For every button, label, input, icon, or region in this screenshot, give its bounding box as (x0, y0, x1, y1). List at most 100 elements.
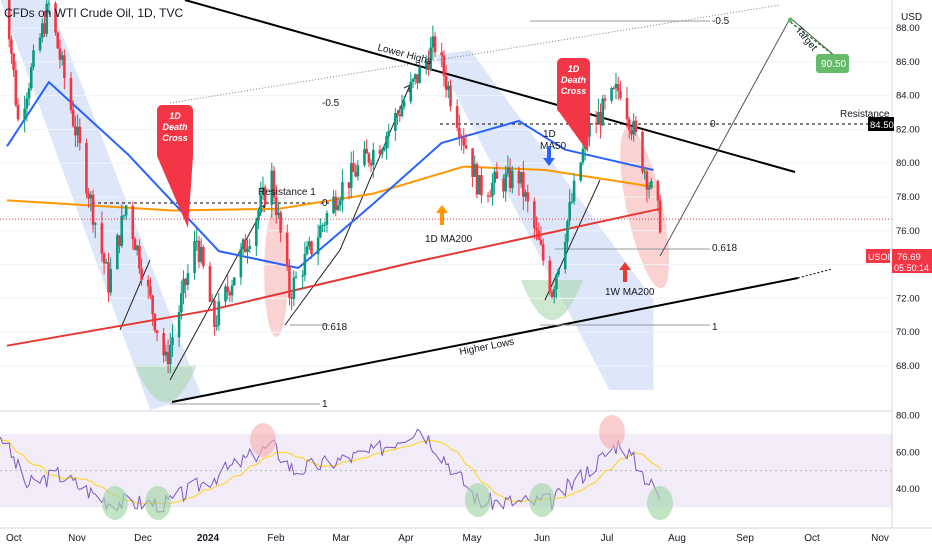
candle-body (539, 239, 543, 245)
candle-body (552, 289, 556, 297)
candle-body (102, 253, 106, 264)
candle (572, 173, 576, 205)
candle (217, 293, 221, 331)
candle-body (91, 194, 95, 225)
candle (100, 211, 104, 262)
candle (627, 116, 631, 139)
candle (140, 258, 143, 286)
candle (279, 210, 282, 243)
candle-body (658, 200, 662, 233)
candle-body (486, 195, 490, 197)
candle-body (10, 39, 13, 54)
candle-body (230, 285, 234, 296)
candle-body (213, 300, 216, 327)
candle-body (354, 172, 357, 177)
candle-body (396, 112, 399, 115)
candle-body (338, 200, 342, 206)
candle-body (54, 3, 57, 33)
candle-body (433, 36, 437, 53)
candle (102, 251, 106, 275)
candle-body (557, 269, 560, 275)
candle (232, 277, 236, 287)
candle (319, 218, 322, 239)
candle-body (292, 277, 296, 299)
candle-body (570, 201, 574, 203)
candle-body (118, 235, 121, 246)
candle-body (356, 165, 360, 177)
ma50-1d-label-2: MA50 (540, 141, 567, 152)
candle (69, 72, 73, 114)
candle (493, 167, 496, 195)
candle (552, 285, 556, 304)
candle (104, 258, 108, 264)
ma200-1d-label: 1D MA200 (425, 234, 473, 245)
ma50-1d-label-1: 1D (543, 129, 556, 140)
death-cross-2-pointer (557, 109, 590, 152)
candle (124, 204, 128, 221)
candle-body (429, 47, 432, 71)
candle-body (383, 148, 386, 151)
ma200-1d-arrow (436, 205, 448, 225)
candle-body (460, 137, 463, 139)
candle-body (504, 173, 507, 192)
rsi-zone (529, 483, 555, 517)
candle-body (385, 136, 388, 149)
candle (387, 123, 391, 149)
candle (135, 244, 139, 256)
impulse-leg (169, 204, 266, 381)
candle-body (224, 286, 227, 302)
candle (325, 210, 329, 233)
candle-body (394, 112, 397, 131)
time-tick: 2024 (197, 533, 220, 544)
candle-body (195, 240, 199, 242)
candle (151, 294, 154, 326)
candle-body (519, 172, 523, 184)
candle-body (257, 210, 260, 221)
candle (413, 73, 417, 85)
candle-body (248, 246, 252, 250)
candle-body (41, 23, 44, 38)
candle-body (632, 120, 635, 135)
candle (332, 190, 335, 215)
candle-body (491, 182, 494, 197)
candle-body (261, 187, 265, 195)
candle (118, 235, 121, 254)
rsi-tick: 40.00 (896, 484, 920, 495)
candle (290, 292, 293, 311)
candle (447, 80, 450, 99)
candle-body (133, 238, 137, 251)
candle-body (93, 223, 97, 225)
candle-body (149, 286, 152, 296)
candle (213, 298, 216, 336)
candle-body (25, 98, 29, 109)
candle-body (164, 351, 168, 356)
candle (383, 143, 386, 152)
candle-body (477, 175, 481, 195)
fib-neg-right-label: -0.5 (712, 16, 730, 27)
price-tick: 68.00 (896, 361, 920, 372)
candle-body (365, 148, 368, 154)
current-price: 76.69 (897, 252, 921, 263)
death-cross-2-text-0: 1D (568, 64, 580, 74)
candle-body (202, 247, 205, 267)
candle-body (255, 220, 258, 247)
candle (442, 50, 446, 87)
top-zone-2 (620, 127, 670, 289)
candle (349, 151, 353, 199)
candle (120, 204, 124, 248)
candle (301, 270, 304, 289)
price-tick: 88.00 (896, 23, 920, 34)
time-tick: Dec (134, 533, 152, 544)
impulse-leg (284, 249, 341, 326)
candle (656, 179, 660, 212)
candle-body (418, 67, 421, 84)
candle-body (475, 164, 479, 195)
candle (16, 98, 20, 122)
candle (288, 258, 291, 306)
candle-body (508, 167, 512, 189)
candle (616, 76, 620, 101)
candle-body (645, 171, 649, 190)
rsi-zone (102, 486, 128, 520)
